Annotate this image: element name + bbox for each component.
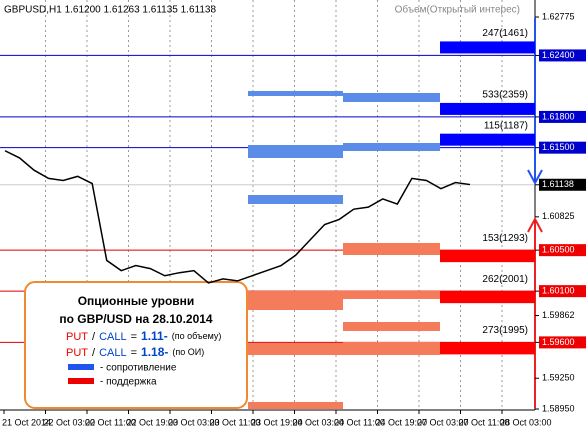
y-tick-label: 1.59600 — [542, 337, 575, 347]
y-tick-label: 1.60100 — [542, 286, 575, 296]
x-tick-label: 22 Oct 11:00 — [85, 417, 136, 427]
level-bar — [440, 133, 535, 146]
x-tick-label: 23 Oct 03:00 — [168, 417, 220, 427]
x-tick-label: 24 Oct 19:00 — [376, 417, 428, 427]
y-tick-label: 1.60500 — [542, 245, 575, 255]
level-label: 247(1461) — [482, 28, 528, 39]
indicator: Объем(Открытый интерес) — [395, 4, 520, 16]
price-line — [4, 150, 471, 284]
put-call-put: PUT — [66, 347, 88, 359]
level-label: 153(1293) — [482, 233, 528, 244]
x-tick-label: 28 Oct 03:00 — [500, 417, 552, 427]
put-call-call: CALL — [99, 331, 127, 343]
level-bar — [440, 342, 535, 355]
y-tick-label: 1.60825 — [542, 211, 575, 221]
x-tick-label: 24 Oct 03:00 — [293, 417, 345, 427]
level-label: 115(1187) — [484, 120, 528, 131]
price-box — [539, 178, 586, 191]
y-tick-label: 1.61500 — [542, 142, 575, 152]
y-tick-label: 1.61138 — [542, 179, 574, 189]
volume-blocks — [248, 91, 440, 409]
x-tick-label: 23 Oct 11:00 — [210, 417, 261, 427]
info-box: Опционные уровни по GBP/USD на 28.10.201… — [24, 281, 248, 409]
x-tick-label: 27 Oct 11:00 — [459, 417, 510, 427]
level-bar — [440, 250, 535, 263]
info-title: Опционные уровни — [78, 294, 195, 308]
price-box — [539, 110, 586, 123]
level-bar — [440, 291, 535, 304]
x-tick-label: 22 Oct 19:00 — [127, 417, 179, 427]
info-subtitle: по GBP/USD на 28.10.2014 — [59, 312, 213, 326]
price-box — [539, 285, 586, 298]
y-tick-label: 1.58950 — [542, 403, 575, 413]
x-tick-label: 22 Oct 03:00 — [44, 417, 96, 427]
y-tick-label: 1.59862 — [542, 310, 575, 320]
put-call-note: (по ОИ) — [172, 347, 204, 357]
put-call-eq: = — [131, 347, 137, 359]
put-call-sep: / — [92, 331, 96, 343]
price-box — [539, 336, 586, 349]
x-tick-label: 24 Oct 11:00 — [334, 417, 385, 427]
x-tick-label: 21 Oct 2014 — [2, 417, 51, 427]
x-tick-label: 23 Oct 19:00 — [251, 417, 303, 427]
x-tick-label: 27 Oct 03:00 — [417, 417, 469, 427]
level-bar — [440, 102, 535, 115]
level-label: 533(2359) — [482, 90, 528, 101]
put-call-put: PUT — [66, 331, 88, 343]
price-box — [539, 141, 586, 154]
level-label: 262(2001) — [482, 274, 528, 285]
put-call-sep: / — [92, 347, 96, 359]
put-call-call: CALL — [99, 347, 127, 359]
put-call-row: PUT / CALL = 1.11- (по объему) — [66, 329, 221, 343]
level-label: 273(1995) — [482, 325, 528, 336]
y-tick-label: 1.62775 — [542, 11, 575, 21]
legend-resistance: - сопротивление — [100, 363, 177, 374]
price-box — [539, 49, 586, 62]
put-call-row: PUT / CALL = 1.18- (по ОИ) — [66, 345, 204, 359]
y-tick-label: 1.59250 — [542, 373, 575, 383]
put-call-note: (по объему) — [172, 331, 222, 341]
symbol: GBPUSD,H1 1.61200 1.61263 1.61135 1.6113… — [4, 5, 216, 16]
put-call-ratio: 1.18- — [141, 345, 168, 359]
y-tick-label: 1.61800 — [542, 111, 575, 121]
level-bar — [440, 41, 535, 54]
price-box — [539, 244, 586, 257]
put-call-eq: = — [131, 331, 137, 343]
legend-support: - поддержка — [100, 377, 157, 388]
y-tick-label: 1.62400 — [542, 50, 575, 60]
put-call-ratio: 1.11- — [141, 329, 168, 343]
